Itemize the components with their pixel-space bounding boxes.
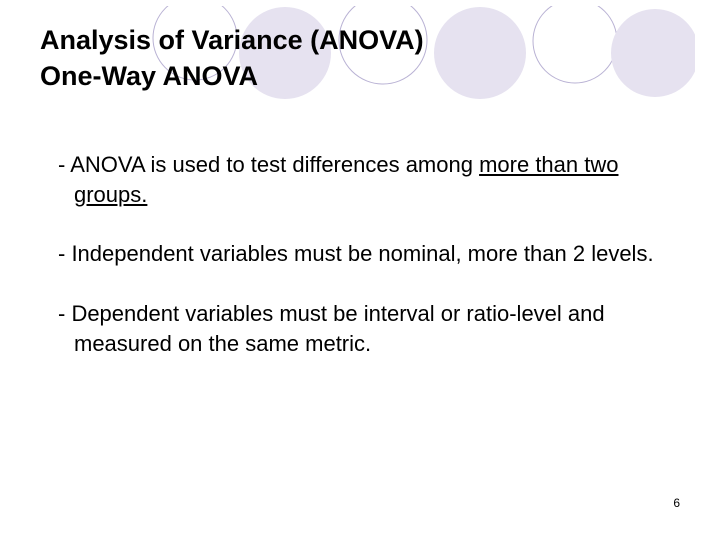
bullet-text: - Independent variables must be nominal,… bbox=[40, 239, 680, 269]
bullet-text: - ANOVA is used to test differences amon… bbox=[58, 152, 479, 177]
title-line-2: One-Way ANOVA bbox=[40, 58, 680, 94]
page-number: 6 bbox=[673, 496, 680, 510]
slide-title: Analysis of Variance (ANOVA) One-Way ANO… bbox=[40, 22, 680, 95]
slide-content: Analysis of Variance (ANOVA) One-Way ANO… bbox=[0, 0, 720, 540]
bullet-text: - Dependent variables must be interval o… bbox=[40, 299, 680, 358]
bullet-item: - Independent variables must be nominal,… bbox=[40, 239, 680, 269]
title-line-1: Analysis of Variance (ANOVA) bbox=[40, 22, 680, 58]
bullet-item: - ANOVA is used to test differences amon… bbox=[40, 150, 680, 209]
bullet-list: - ANOVA is used to test differences amon… bbox=[40, 150, 680, 358]
bullet-item: - Dependent variables must be interval o… bbox=[40, 299, 680, 358]
